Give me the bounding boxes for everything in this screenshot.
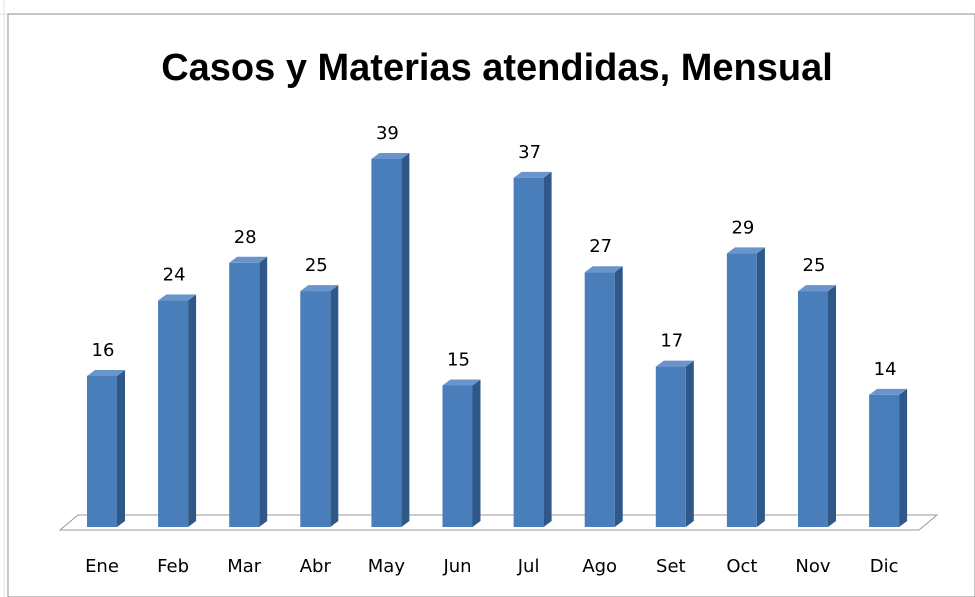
x-tick-label: Dic: [870, 556, 899, 577]
bar-top: [798, 285, 836, 292]
data-label: 24: [163, 265, 186, 286]
bar: [158, 294, 197, 527]
bar: [229, 256, 268, 527]
bar-front: [798, 291, 828, 527]
bar-side: [259, 256, 268, 527]
x-tick-label: Ago: [582, 556, 617, 577]
bar: [513, 171, 552, 527]
bar-top: [442, 379, 481, 386]
data-label: 27: [589, 236, 612, 257]
bar-front: [655, 366, 686, 527]
bar-front: [442, 385, 473, 527]
bar-top: [584, 266, 623, 273]
bar-side: [472, 379, 481, 527]
bar-top: [371, 153, 410, 159]
x-tick-label: Mar: [227, 556, 262, 577]
data-label: 16: [92, 340, 115, 361]
x-tick-label: Oct: [726, 556, 757, 577]
x-tick-label: Abr: [300, 556, 332, 577]
bar-top: [158, 294, 197, 301]
bar-top: [513, 171, 552, 178]
x-tick-label: May: [368, 556, 406, 577]
bar-side: [685, 360, 694, 527]
bar-side: [899, 388, 908, 527]
floor: [58, 514, 939, 531]
bar: [442, 379, 481, 527]
data-label: 15: [447, 349, 470, 370]
bar-side: [401, 153, 410, 527]
bar: [726, 247, 765, 527]
bar-side: [543, 171, 552, 527]
data-label: 29: [731, 217, 754, 238]
data-label: 39: [376, 123, 399, 144]
bar-front: [371, 159, 402, 527]
bar: [798, 285, 836, 527]
bar-front: [300, 291, 331, 527]
x-tick-label: Jul: [517, 556, 540, 577]
bar-top: [229, 256, 268, 263]
bar: [655, 360, 694, 527]
bar-side: [828, 285, 836, 527]
bar-front: [87, 376, 117, 527]
x-tick-label: Feb: [157, 556, 189, 577]
bar-front: [584, 272, 615, 527]
chart-title: Casos y Materias atendidas, Mensual: [161, 47, 833, 89]
bar-top: [87, 370, 125, 377]
data-label: 28: [234, 227, 257, 248]
x-tick-label: Jun: [442, 556, 471, 577]
bar-front: [726, 253, 757, 527]
data-label: 25: [803, 255, 826, 276]
bar-side: [614, 266, 623, 527]
data-label: 25: [305, 255, 328, 276]
data-label: 17: [660, 331, 683, 352]
bar-side: [756, 247, 765, 527]
bar: [371, 153, 410, 527]
bar-side: [188, 294, 197, 527]
bar-top: [655, 360, 694, 367]
bar-front: [513, 177, 544, 527]
bar-top: [300, 285, 339, 292]
x-tick-label: Set: [656, 556, 686, 577]
bar-side: [117, 370, 125, 527]
bar: [584, 266, 623, 527]
bar: [300, 285, 339, 527]
bar: [87, 370, 125, 527]
bar-front: [869, 394, 900, 527]
bar: [869, 388, 908, 527]
x-tick-label: Nov: [795, 556, 830, 577]
x-tick-label: Ene: [85, 556, 119, 577]
bar-front: [229, 262, 260, 527]
data-label: 14: [874, 359, 897, 380]
bar-side: [330, 285, 339, 527]
bar-front: [158, 300, 189, 527]
bar-top: [726, 247, 765, 254]
data-label: 37: [518, 142, 541, 163]
bar-top: [869, 388, 908, 395]
